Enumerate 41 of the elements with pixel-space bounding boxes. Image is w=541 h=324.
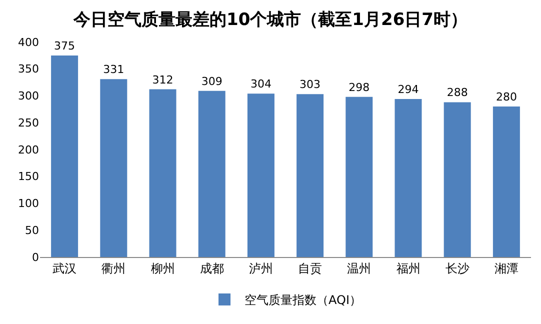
x-tick-label: 武汉 <box>52 261 77 276</box>
data-label: 331 <box>103 63 124 76</box>
data-label: 294 <box>398 82 419 96</box>
data-label: 304 <box>250 78 272 91</box>
x-tick-label: 泸州 <box>248 261 273 276</box>
bar <box>198 90 226 257</box>
data-label: 280 <box>496 90 517 104</box>
data-label: 298 <box>348 80 370 94</box>
y-tick-label: 150 <box>18 170 39 184</box>
y-tick-label: 0 <box>32 250 39 264</box>
bar <box>51 55 78 257</box>
y-tick-label: 350 <box>18 62 39 76</box>
y-tick-label: 50 <box>25 224 39 237</box>
y-tick-label: 400 <box>18 36 39 49</box>
y-tick-label: 200 <box>18 143 39 156</box>
data-label: 312 <box>152 73 174 86</box>
bar <box>149 89 176 257</box>
y-tick-label: 300 <box>18 90 39 103</box>
bar <box>346 96 373 257</box>
x-tick-label: 湘潭 <box>494 261 518 276</box>
x-tick-label: 柳州 <box>150 261 175 276</box>
chart-title: 今日空气质量最差的10个城市（截至1月26日7时） <box>72 10 468 30</box>
x-tick-label: 温州 <box>347 261 372 276</box>
y-tick-label: 100 <box>18 197 39 210</box>
y-tick-label: 250 <box>18 116 39 130</box>
x-tick-label: 福州 <box>396 261 420 276</box>
data-label: 375 <box>54 39 76 52</box>
bar <box>492 106 520 257</box>
data-label: 288 <box>446 86 468 100</box>
x-tick-label: 长沙 <box>445 261 470 276</box>
bar <box>394 98 422 257</box>
bar <box>247 94 274 257</box>
data-label: 309 <box>201 74 222 88</box>
bar <box>100 79 128 257</box>
x-tick-label: 衢州 <box>102 261 126 276</box>
legend-label: 空气质量指数（AQI） <box>244 293 362 308</box>
bar <box>444 102 471 257</box>
x-tick-label: 成都 <box>200 261 224 276</box>
data-label: 303 <box>300 78 321 92</box>
x-tick-label: 自贡 <box>298 261 322 276</box>
bar <box>296 94 324 257</box>
